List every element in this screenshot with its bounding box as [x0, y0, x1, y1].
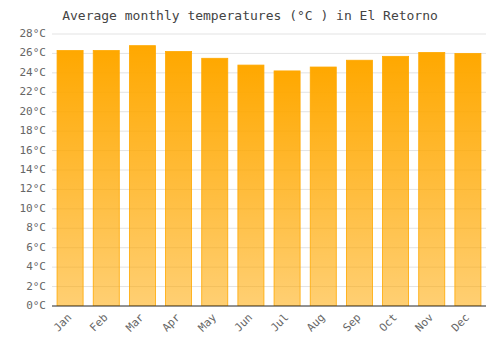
y-tick-label: 16°C: [20, 144, 47, 157]
x-tick-label: Feb: [87, 311, 110, 334]
bar: [93, 51, 119, 306]
y-tick-label: 26°C: [20, 46, 47, 59]
x-tick-label: May: [196, 311, 220, 335]
y-tick-label: 20°C: [20, 105, 47, 118]
bar: [238, 65, 264, 306]
grid-line: [52, 306, 486, 307]
bar: [129, 46, 155, 306]
y-tick-label: 4°C: [26, 260, 46, 273]
bar: [166, 51, 192, 306]
x-tick-label: Sep: [340, 311, 363, 334]
bar: [419, 52, 445, 306]
y-tick-label: 12°C: [20, 182, 47, 195]
x-axis-line: [52, 306, 486, 307]
y-tick-label: 22°C: [20, 85, 47, 98]
y-tick-label: 0°C: [26, 299, 46, 312]
x-tick-label: Dec: [449, 311, 472, 334]
chart-container: 0°C 2°C 4°C 6°C 8°C 10°C 12°C 14°C 16°C 18°C 20°C 2…: [0, 0, 500, 350]
x-tick-label: Nov: [413, 311, 437, 335]
y-tick-label: 24°C: [20, 66, 47, 79]
x-tick-label: Oct: [377, 311, 400, 334]
x-tick-label: Jul: [268, 311, 291, 334]
x-tick-label: Jun: [232, 311, 255, 334]
bar: [202, 58, 228, 306]
bar: [57, 51, 83, 306]
y-tick-label: 18°C: [20, 124, 47, 137]
bar: [455, 53, 481, 306]
y-tick-label: 8°C: [26, 221, 46, 234]
bar: [346, 60, 372, 306]
bar: [383, 56, 409, 306]
bar: [310, 67, 336, 306]
y-tick-label: 28°C: [20, 27, 47, 40]
x-tick-label: Aug: [304, 311, 327, 334]
x-tick-label: Mar: [123, 311, 147, 335]
y-axis: 0°C 2°C 4°C 6°C 8°C 10°C 12°C 14°C 16°C 18°C 20°C 2…: [20, 27, 47, 312]
bars: [57, 46, 481, 306]
grid: [52, 34, 486, 306]
title: Average monthly temperatures (°C ) in El…: [62, 8, 438, 23]
x-axis: Jan Feb Mar Apr May Jun Jul Aug Sep Oct Nov Dec: [51, 311, 472, 335]
x-tick-label: Apr: [160, 311, 184, 335]
x-tick-label: Jan: [51, 311, 74, 334]
y-tick-label: 6°C: [26, 241, 46, 254]
bar: [274, 71, 300, 306]
grid-line: [52, 34, 486, 35]
y-tick-label: 10°C: [20, 202, 47, 215]
y-tick-label: 2°C: [26, 280, 46, 293]
chart: 0°C 2°C 4°C 6°C 8°C 10°C 12°C 14°C 16°C 18°C 20°C 2…: [0, 0, 500, 350]
y-tick-label: 14°C: [20, 163, 47, 176]
